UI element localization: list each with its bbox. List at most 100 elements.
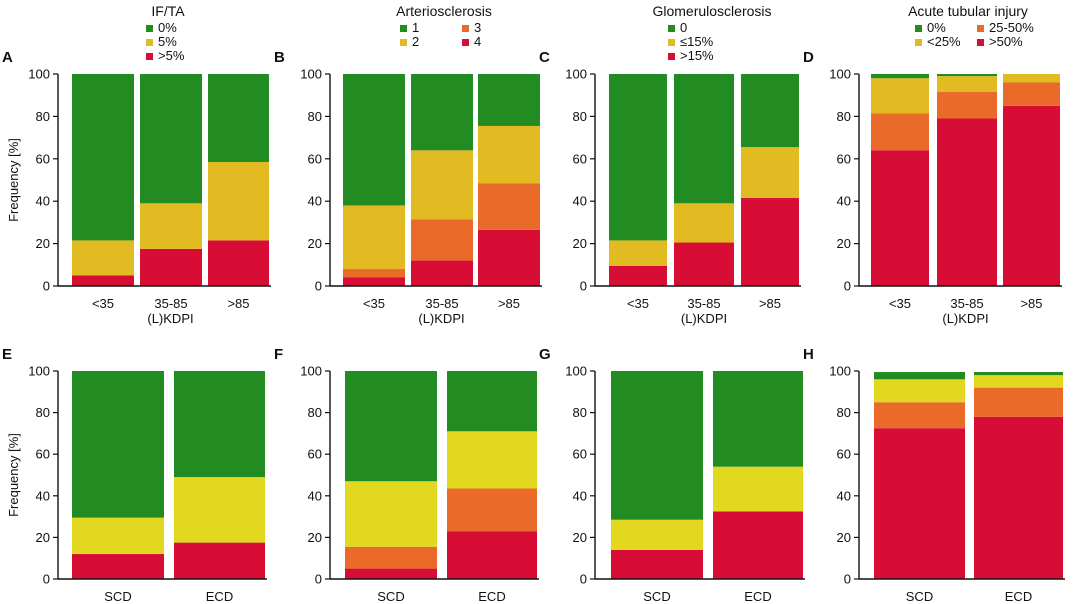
bar-segment-3585-2 (411, 150, 473, 220)
x-tick-label: >85 (759, 296, 781, 311)
y-tick-label: 40 (308, 488, 322, 503)
x-tick-label: >85 (1020, 296, 1042, 311)
legend-label: 5% (158, 34, 177, 49)
bar-segment-SCD-25 (874, 379, 965, 403)
bar-segment-SCD-15 (611, 549, 703, 579)
y-tick-label: 40 (36, 488, 50, 503)
bar-segment-85-0 (741, 74, 799, 148)
bar-segment-85-1 (478, 74, 540, 126)
legend-swatch (977, 39, 984, 46)
x-tick-label: <35 (627, 296, 649, 311)
x-tick-label: 35-85 (425, 296, 458, 311)
chart-title: IF/TA (151, 3, 185, 19)
y-tick-label: 20 (308, 236, 322, 251)
y-axis-label: Frequency [%] (6, 433, 21, 517)
y-tick-label: 40 (573, 194, 587, 209)
legend-label: >15% (680, 48, 714, 63)
legend-swatch (977, 25, 984, 32)
bar-segment-35-50 (871, 150, 929, 286)
bar-segment-SCD-2550 (874, 402, 965, 429)
y-tick-label: 0 (580, 572, 587, 587)
bar-segment-ECD-4 (447, 531, 537, 579)
y-tick-label: 80 (837, 405, 851, 420)
y-axis-label: Frequency [%] (6, 138, 21, 222)
bar-segment-ECD-1 (447, 371, 537, 432)
legend: 0% 25-50% <25% >50% (915, 20, 1034, 49)
panel-label: A (2, 49, 13, 66)
bar-segment-3585-2550 (937, 92, 997, 119)
x-axis-label: (L)KDPI (681, 311, 727, 326)
y-tick-label: 80 (837, 109, 851, 124)
legend-swatch (146, 25, 153, 32)
panel-g: G SCD ECD 0 20 40 60 80 100 (539, 346, 805, 604)
y-tick-label: 0 (43, 279, 50, 294)
y-tick-label: 60 (36, 447, 50, 462)
bar-segment-SCD-2 (345, 481, 437, 547)
bar-segment-35-15 (609, 265, 667, 286)
y-tick-label: 40 (36, 194, 50, 209)
y-tick-label: 100 (829, 364, 851, 379)
legend-swatch (915, 25, 922, 32)
bar-segment-35-5 (72, 275, 134, 286)
bar-segment-ECD-2 (447, 431, 537, 489)
chart-title: Acute tubular injury (908, 3, 1028, 19)
bar-segment-SCD-50 (874, 428, 965, 579)
y-tick-label: 100 (28, 364, 50, 379)
y-tick-label: 100 (565, 364, 587, 379)
y-tick-label: 60 (36, 151, 50, 166)
legend: 1 3 2 4 (400, 20, 481, 49)
bar-segment-ECD-0 (174, 371, 265, 478)
legend-label: 3 (474, 20, 481, 35)
y-tick-label: 80 (308, 109, 322, 124)
y-tick-label: 100 (565, 67, 587, 82)
bar-segment-3585-0 (674, 74, 734, 204)
y-tick-label: 0 (43, 572, 50, 587)
x-tick-label: >85 (498, 296, 520, 311)
chart-title: Glomerulosclerosis (652, 3, 771, 19)
y-tick-label: 0 (315, 572, 322, 587)
bar-segment-3585-3 (411, 219, 473, 261)
x-axis-label: (L)KDPI (418, 311, 464, 326)
bar-segment-ECD-0 (974, 372, 1063, 376)
bar-segment-ECD-50 (974, 416, 1063, 579)
y-tick-label: 80 (308, 405, 322, 420)
legend-label: 4 (474, 34, 481, 49)
bar-segment-85-2 (478, 125, 540, 184)
bar-segment-ECD-15 (713, 511, 803, 579)
panel-label: D (803, 49, 814, 66)
x-tick-label: SCD (906, 589, 933, 604)
y-tick-label: 60 (308, 447, 322, 462)
legend: 0%5%>5% (146, 20, 185, 63)
y-tick-label: 0 (315, 279, 322, 294)
bar-segment-85-4 (478, 229, 540, 286)
legend-label: 1 (412, 20, 419, 35)
bar-segment-3585-0 (140, 74, 202, 204)
y-tick-label: 60 (573, 447, 587, 462)
y-tick-label: 20 (36, 530, 50, 545)
bar-segment-85-2550 (1003, 82, 1060, 106)
legend-label: 25-50% (989, 20, 1034, 35)
panel-e: E SCD ECD 0 20 40 60 80 100 Frequency [%] (2, 346, 267, 604)
y-tick-label: 80 (36, 109, 50, 124)
legend-label: 0% (158, 20, 177, 35)
bar-segment-SCD-15 (611, 519, 703, 550)
legend-swatch (146, 39, 153, 46)
y-tick-label: 100 (829, 67, 851, 82)
y-tick-label: 40 (837, 194, 851, 209)
bar-segment-85-3 (478, 183, 540, 230)
panel-h: H SCD ECD 0 20 40 60 80 100 (803, 346, 1065, 604)
legend-label: ≤15% (680, 34, 714, 49)
bar-segment-35-25 (871, 78, 929, 114)
bar-segment-35-0 (609, 74, 667, 241)
bar-segment-85-15 (741, 147, 799, 199)
bar-segment-35-15 (609, 240, 667, 266)
bar-segment-SCD-4 (345, 568, 437, 579)
bar-segment-ECD-25 (974, 375, 1063, 388)
x-tick-label: SCD (643, 589, 670, 604)
bar-segment-SCD-5 (72, 554, 164, 579)
bar-segment-SCD-0 (72, 371, 164, 518)
legend-label: 0% (927, 20, 946, 35)
legend-swatch (400, 25, 407, 32)
